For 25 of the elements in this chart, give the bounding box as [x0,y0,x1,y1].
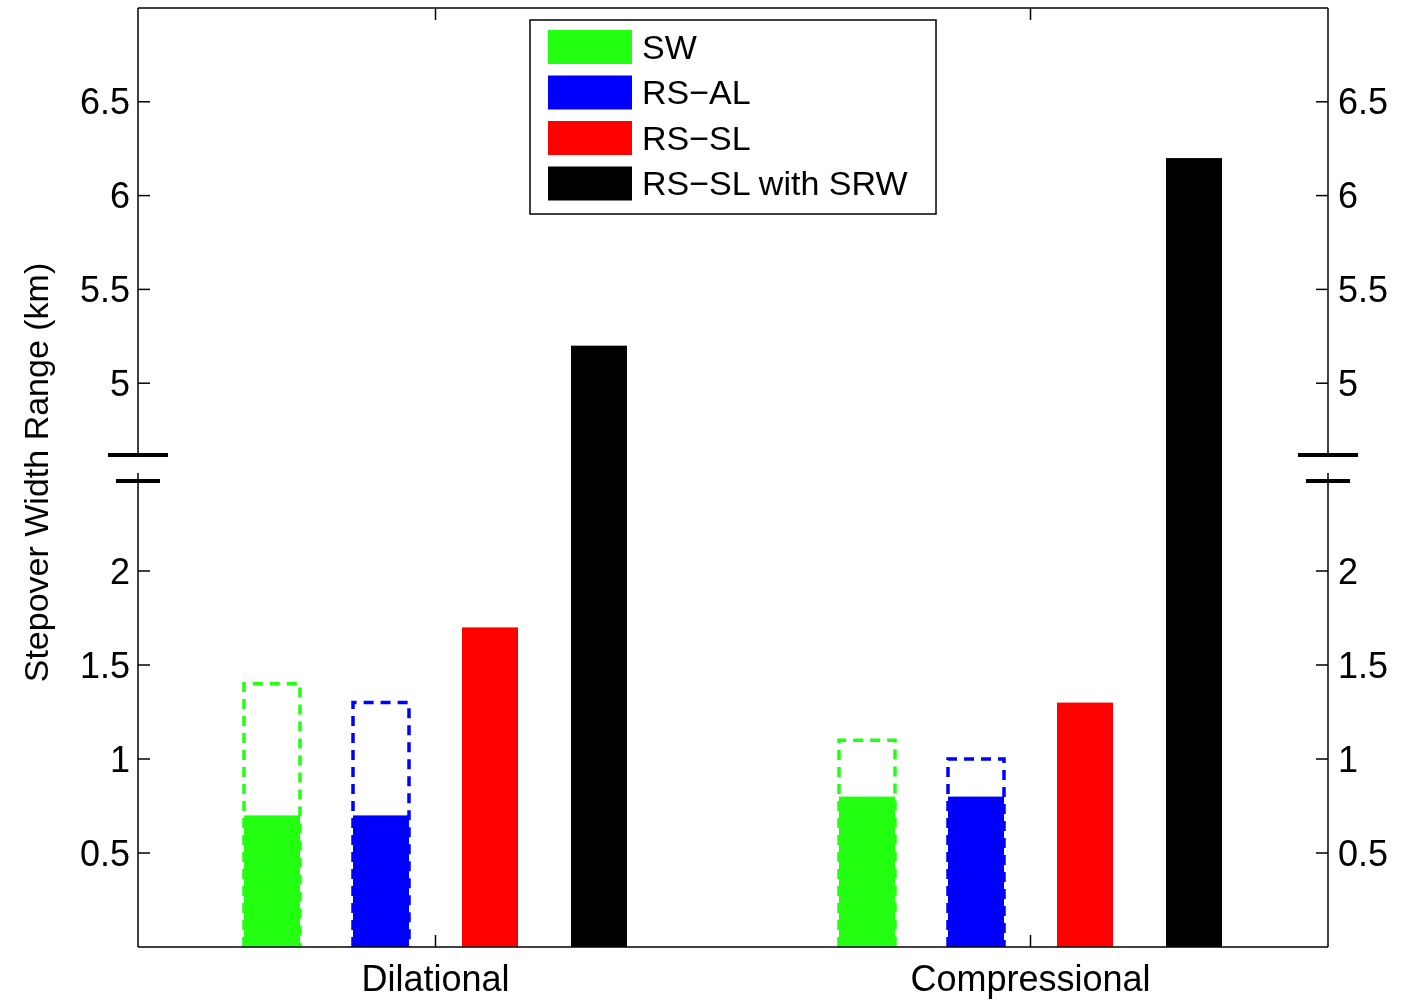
y2-tick-label: 6 [1338,175,1359,217]
legend-label: RS−SL with SRW [642,164,908,203]
y2-tick-label: 5 [1338,362,1359,404]
y-axis-title: Stepover Width Range (km) [17,262,55,683]
y2-tick-label: 2 [1338,550,1359,592]
x-tick-label: Compressional [910,958,1151,999]
y-tick-label: 6 [109,175,130,217]
y2-tick-label: 0.5 [1338,832,1389,874]
bar [1057,702,1113,947]
y2-tick-label: 6.5 [1338,81,1389,123]
y-tick-label: 1 [109,738,130,780]
bar [462,627,518,947]
legend-label: RS−AL [642,73,751,112]
legend-label: SW [642,27,697,66]
legend-label: RS−SL [642,118,751,157]
y-tick-label: 5.5 [79,269,130,310]
y2-tick-label: 1 [1338,738,1359,780]
x-tick-label: Dilational [361,958,510,999]
y-tick-label: 1.5 [79,644,130,686]
y2-tick-label: 5.5 [1338,269,1389,310]
y2-tick-label: 1.5 [1338,644,1389,686]
y-tick-label: 2 [109,550,130,592]
y-tick-label: 0.5 [79,832,130,874]
y-tick-label: 5 [109,362,130,404]
y-tick-label: 6.5 [79,81,130,123]
